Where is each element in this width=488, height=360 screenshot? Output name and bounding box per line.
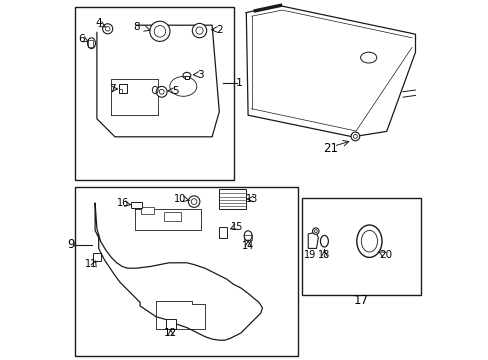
Bar bbox=[75, 187, 298, 356]
Circle shape bbox=[156, 86, 167, 97]
Circle shape bbox=[149, 21, 170, 41]
Circle shape bbox=[350, 132, 359, 141]
Text: 8: 8 bbox=[133, 22, 140, 32]
Text: 11: 11 bbox=[85, 258, 98, 269]
Circle shape bbox=[191, 199, 197, 204]
Circle shape bbox=[192, 23, 206, 38]
Circle shape bbox=[188, 196, 200, 207]
Bar bbox=[141, 207, 153, 214]
Bar bbox=[87, 40, 93, 47]
Circle shape bbox=[196, 27, 203, 34]
Circle shape bbox=[102, 24, 113, 34]
Text: 16: 16 bbox=[117, 198, 129, 208]
Bar bbox=[302, 198, 420, 295]
Bar bbox=[164, 212, 180, 220]
Bar bbox=[184, 76, 189, 79]
Text: 14: 14 bbox=[242, 240, 254, 251]
Text: 17: 17 bbox=[353, 294, 368, 307]
Text: 5: 5 bbox=[171, 86, 178, 96]
Text: 3: 3 bbox=[197, 69, 203, 80]
Circle shape bbox=[154, 26, 165, 37]
Circle shape bbox=[159, 89, 164, 94]
Text: 2: 2 bbox=[216, 24, 222, 35]
Bar bbox=[119, 84, 126, 93]
Text: 18: 18 bbox=[318, 250, 330, 260]
Circle shape bbox=[353, 135, 357, 138]
Circle shape bbox=[105, 27, 110, 31]
Text: 13: 13 bbox=[246, 194, 258, 204]
Bar bbox=[131, 202, 141, 208]
Circle shape bbox=[314, 230, 317, 233]
Text: 20: 20 bbox=[378, 250, 391, 260]
Bar bbox=[219, 189, 246, 209]
Circle shape bbox=[312, 228, 318, 234]
Bar bbox=[119, 89, 122, 93]
Text: 12: 12 bbox=[164, 328, 177, 338]
Text: 7: 7 bbox=[108, 84, 115, 94]
Text: 15: 15 bbox=[231, 222, 243, 232]
Text: 19: 19 bbox=[303, 250, 316, 260]
Bar bbox=[244, 235, 251, 240]
Bar bbox=[93, 253, 101, 261]
Bar bbox=[75, 7, 233, 180]
Text: 6: 6 bbox=[78, 33, 85, 44]
Text: 1: 1 bbox=[235, 78, 242, 88]
Text: 10: 10 bbox=[174, 194, 186, 204]
Text: 21: 21 bbox=[323, 142, 338, 155]
Text: 4: 4 bbox=[95, 18, 102, 28]
Text: 9: 9 bbox=[67, 238, 75, 251]
Bar bbox=[165, 319, 175, 329]
Bar bbox=[219, 227, 226, 238]
